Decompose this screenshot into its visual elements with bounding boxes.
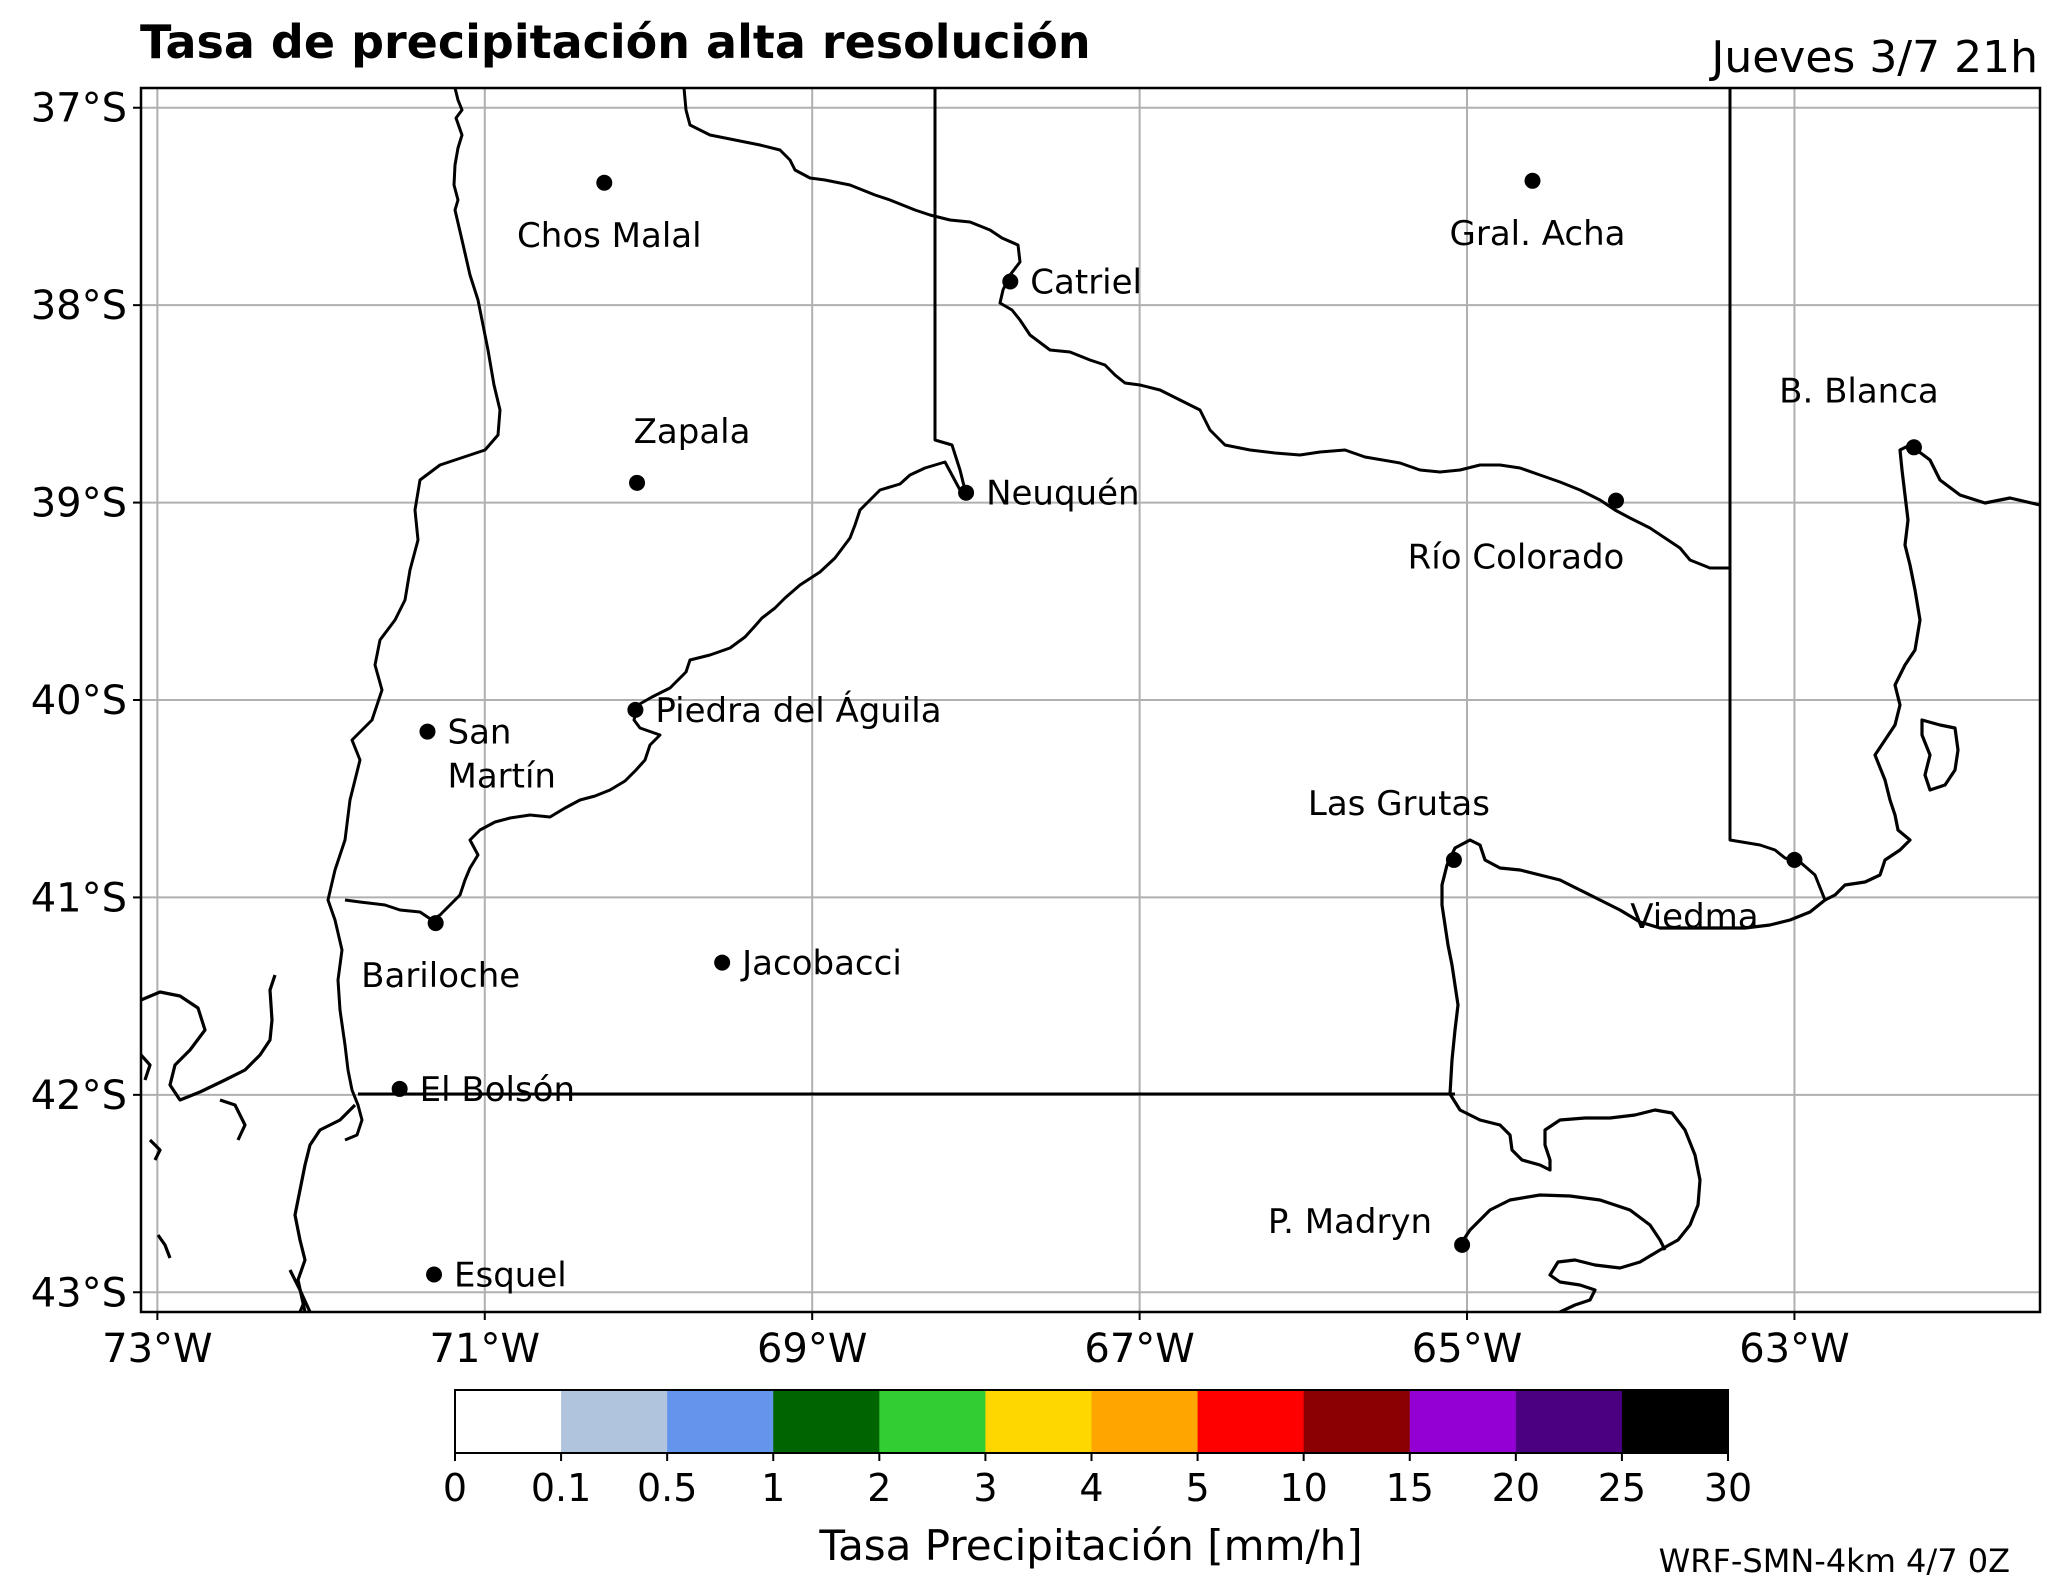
- rio-colorado-border: [682, 88, 1730, 570]
- city-label: Gral. Acha: [1450, 214, 1626, 254]
- lat-tick-label: 41°S: [31, 875, 127, 921]
- city-marker: [958, 484, 975, 501]
- city-label: B. Blanca: [1779, 371, 1939, 411]
- colorbar-segment: [1303, 1390, 1411, 1453]
- coastline-golfo-nuevo: [1458, 1193, 1667, 1251]
- city-label: Catriel: [1030, 262, 1142, 302]
- city-label: Neuquén: [986, 474, 1140, 514]
- river-border-neuquen: [344, 460, 962, 922]
- colorbar-segment: [985, 1390, 1092, 1453]
- city-marker: [714, 954, 731, 971]
- city-label: Río Colorado: [1408, 538, 1625, 578]
- city-marker: [419, 723, 436, 740]
- axis-ticks: 37°S 38°S 39°S 40°S 41°S 42°S 43°S 73°W 71°W 69°W…: [31, 86, 1850, 1372]
- colorbar-label: Tasa Precipitación [mm/h]: [818, 1521, 1362, 1570]
- city-label: San Martín: [447, 713, 555, 797]
- city-marker: [426, 1266, 443, 1283]
- lat-tick-label: 39°S: [31, 481, 127, 527]
- colorbar: 0 0.1 0.5 1 2 3 4 5 10 15 20 25 30: [443, 1389, 1752, 1510]
- map-title: Tasa de precipitación alta resolución: [140, 15, 1091, 69]
- colorbar-tick-label: 10: [1279, 1466, 1327, 1510]
- colorbar-tick-label: 0.1: [531, 1466, 591, 1510]
- city-label: Zapala: [634, 412, 751, 452]
- lon-tick-label: 69°W: [757, 1326, 867, 1372]
- colorbar-segment: [1409, 1390, 1517, 1453]
- city-marker: [1445, 851, 1462, 868]
- colorbar-tick-label: 1: [761, 1466, 785, 1510]
- city-label: P. Madryn: [1268, 1202, 1432, 1242]
- colorbar-tick-label: 20: [1492, 1466, 1540, 1510]
- colorbar-tick-label: 0.5: [637, 1466, 697, 1510]
- colorbar-segment: [455, 1390, 562, 1453]
- city-label: Jacobacci: [740, 944, 902, 984]
- city-marker: [427, 915, 444, 932]
- colorbar-tick-label: 25: [1598, 1466, 1646, 1510]
- lat-tick-label: 38°S: [31, 283, 127, 329]
- coastline-south-atlantic: [1440, 443, 2040, 1312]
- city-marker: [391, 1080, 408, 1097]
- city-marker: [1454, 1236, 1471, 1253]
- city-label: El Bolsón: [420, 1070, 575, 1110]
- coastline-chile-continental: [293, 1103, 357, 1312]
- lon-tick-label: 73°W: [102, 1326, 212, 1372]
- lon-tick-label: 65°W: [1412, 1326, 1522, 1372]
- colorbar-segment: [1515, 1390, 1623, 1453]
- colorbar-tick-label: 2: [867, 1466, 891, 1510]
- colorbar-tick-label: 4: [1079, 1466, 1103, 1510]
- lon-tick-label: 67°W: [1084, 1326, 1194, 1372]
- colorbar-tick-label: 30: [1704, 1466, 1752, 1510]
- city-marker: [1607, 492, 1624, 509]
- colorbar-tick-label: 3: [973, 1466, 997, 1510]
- province-border-neuquen-mendoza: [326, 88, 502, 1142]
- city-marker: [596, 174, 613, 191]
- colorbar-tick-label: 15: [1386, 1466, 1434, 1510]
- lon-tick-label: 63°W: [1739, 1326, 1849, 1372]
- valid-time: Jueves 3/7 21h: [1708, 32, 2038, 83]
- map-panel: 37°S 38°S 39°S 40°S 41°S 42°S 43°S 73°W 71°W 69°W…: [31, 86, 2042, 1372]
- lat-tick-label: 42°S: [31, 1073, 127, 1119]
- model-run-credit: WRF-SMN-4km 4/7 0Z: [1659, 1542, 2010, 1580]
- colorbar-segment: [667, 1390, 774, 1453]
- buenos-aires-border: [1728, 568, 1827, 901]
- city-label: Bariloche: [361, 956, 520, 996]
- colorbar-segment: [773, 1390, 880, 1453]
- city-label: Piedra del Águila: [655, 690, 941, 731]
- city-marker: [1002, 273, 1019, 290]
- colorbar-segment: [561, 1390, 668, 1453]
- lon-tick-label: 71°W: [430, 1326, 540, 1372]
- coastline-chile-pacific: [141, 974, 312, 1312]
- city-label: Chos Malal: [517, 216, 702, 256]
- lat-tick-label: 37°S: [31, 86, 127, 132]
- coastline-bahia-san-blas: [1920, 718, 1960, 792]
- lat-tick-label: 43°S: [31, 1270, 127, 1316]
- city-marker: [629, 474, 646, 491]
- colorbar-tick-label: 5: [1185, 1466, 1209, 1510]
- city-label: Viedma: [1630, 897, 1758, 937]
- city-marker: [627, 701, 644, 718]
- colorbar-tick-label: 0: [443, 1466, 467, 1510]
- colorbar-segment: [1091, 1390, 1199, 1453]
- city-label: Las Grutas: [1308, 784, 1490, 824]
- city-marker: [1786, 851, 1803, 868]
- map-lines: [141, 88, 2040, 1312]
- lat-tick-label: 40°S: [31, 678, 127, 724]
- city-markers: Chos Malal Gral. Acha Catriel B. Blanca Zapa…: [361, 172, 1939, 1295]
- city-marker: [1905, 439, 1922, 456]
- neuquen-meridian-border: [933, 88, 967, 491]
- colorbar-segment: [1197, 1390, 1305, 1453]
- colorbar-segment: [1621, 1390, 1729, 1453]
- city-label: Esquel: [454, 1255, 567, 1295]
- city-marker: [1524, 172, 1541, 189]
- colorbar-segment: [879, 1390, 986, 1453]
